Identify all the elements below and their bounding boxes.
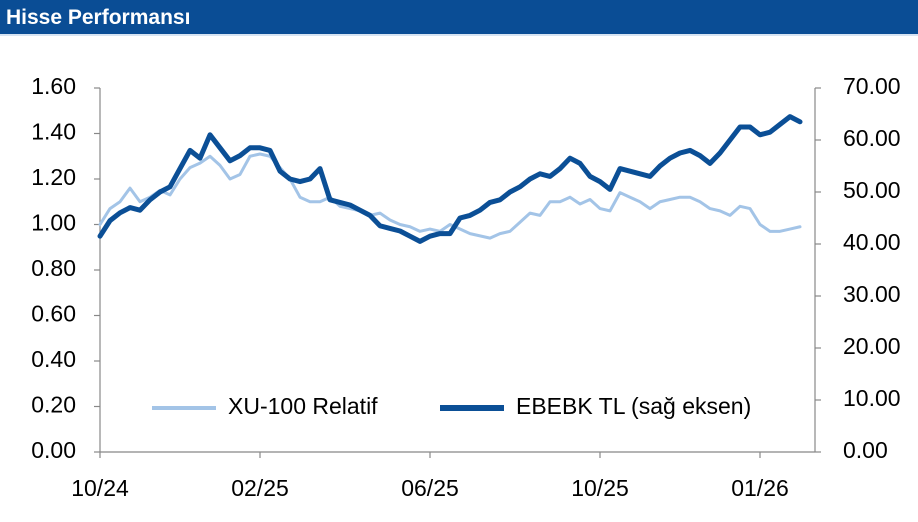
legend-label: XU-100 Relatif <box>228 393 378 419</box>
x-tick-label: 06/25 <box>401 475 459 501</box>
y-tick-label: 1.60 <box>31 73 76 99</box>
y-tick-label: 1.20 <box>31 164 76 190</box>
y2-tick-label: 10.00 <box>843 385 901 411</box>
y-tick-label: 1.00 <box>31 210 76 236</box>
y-tick-label: 0.40 <box>31 346 76 372</box>
y2-tick-label: 60.00 <box>843 125 901 151</box>
series-line <box>97 114 803 244</box>
y-tick-label: 1.40 <box>31 119 76 145</box>
x-tick-label: 10/24 <box>71 475 129 501</box>
y2-tick-label: 70.00 <box>843 73 901 99</box>
header-bar: Hisse Performansı <box>0 0 918 36</box>
y-tick-label: 0.80 <box>31 255 76 281</box>
y2-tick-label: 20.00 <box>843 333 901 359</box>
x-tick-label: 10/25 <box>571 475 629 501</box>
y-tick-label: 0.20 <box>31 392 76 418</box>
y2-tick-label: 40.00 <box>843 229 901 255</box>
y2-tick-label: 0.00 <box>843 437 888 463</box>
series-line <box>98 152 802 240</box>
x-tick-label: 01/26 <box>731 475 789 501</box>
y2-tick-label: 50.00 <box>843 177 901 203</box>
header-title: Hisse Performansı <box>6 6 191 29</box>
y-tick-label: 0.00 <box>31 437 76 463</box>
y-tick-label: 0.60 <box>31 301 76 327</box>
legend-label: EBEBK TL (sağ eksen) <box>516 393 751 419</box>
x-tick-label: 02/25 <box>231 475 289 501</box>
y2-tick-label: 30.00 <box>843 281 901 307</box>
